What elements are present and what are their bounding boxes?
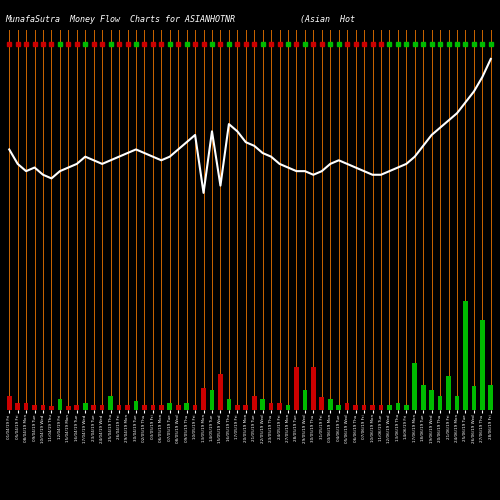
Bar: [311, 366, 316, 410]
Bar: [100, 404, 104, 410]
Bar: [286, 404, 290, 410]
Bar: [269, 403, 274, 410]
Bar: [252, 396, 256, 410]
Bar: [488, 384, 493, 410]
Bar: [302, 390, 307, 410]
Bar: [421, 384, 426, 410]
Bar: [412, 363, 417, 410]
Bar: [396, 403, 400, 410]
Bar: [108, 396, 113, 410]
Bar: [193, 404, 198, 410]
Bar: [24, 403, 28, 410]
Bar: [134, 401, 138, 410]
Bar: [40, 404, 46, 410]
Bar: [58, 399, 62, 410]
Bar: [404, 404, 408, 410]
Bar: [176, 404, 180, 410]
Bar: [66, 406, 70, 410]
Bar: [320, 398, 324, 410]
Bar: [362, 404, 366, 410]
Bar: [184, 403, 189, 410]
Bar: [116, 404, 121, 410]
Bar: [7, 396, 12, 410]
Bar: [32, 404, 37, 410]
Bar: [218, 374, 223, 410]
Bar: [244, 404, 248, 410]
Bar: [210, 390, 214, 410]
Bar: [159, 404, 164, 410]
Bar: [277, 403, 282, 410]
Bar: [74, 404, 79, 410]
Bar: [430, 390, 434, 410]
Bar: [480, 320, 484, 410]
Bar: [49, 406, 54, 410]
Bar: [142, 404, 146, 410]
Bar: [294, 366, 299, 410]
Text: MunafaSutra  Money Flow  Charts for ASIANHOTNR: MunafaSutra Money Flow Charts for ASIANH…: [5, 15, 235, 24]
Bar: [328, 399, 332, 410]
Bar: [463, 302, 468, 410]
Bar: [83, 403, 87, 410]
Bar: [446, 376, 451, 410]
Bar: [438, 396, 442, 410]
Bar: [226, 399, 231, 410]
Bar: [16, 403, 20, 410]
Bar: [387, 404, 392, 410]
Bar: [235, 404, 240, 410]
Bar: [150, 404, 155, 410]
Bar: [336, 404, 341, 410]
Bar: [345, 403, 350, 410]
Bar: [125, 404, 130, 410]
Bar: [201, 388, 206, 410]
Text: (Asian  Hot: (Asian Hot: [300, 15, 355, 24]
Bar: [260, 399, 265, 410]
Bar: [472, 386, 476, 410]
Bar: [454, 396, 460, 410]
Bar: [354, 404, 358, 410]
Bar: [92, 404, 96, 410]
Bar: [378, 404, 384, 410]
Bar: [370, 404, 375, 410]
Bar: [168, 403, 172, 410]
